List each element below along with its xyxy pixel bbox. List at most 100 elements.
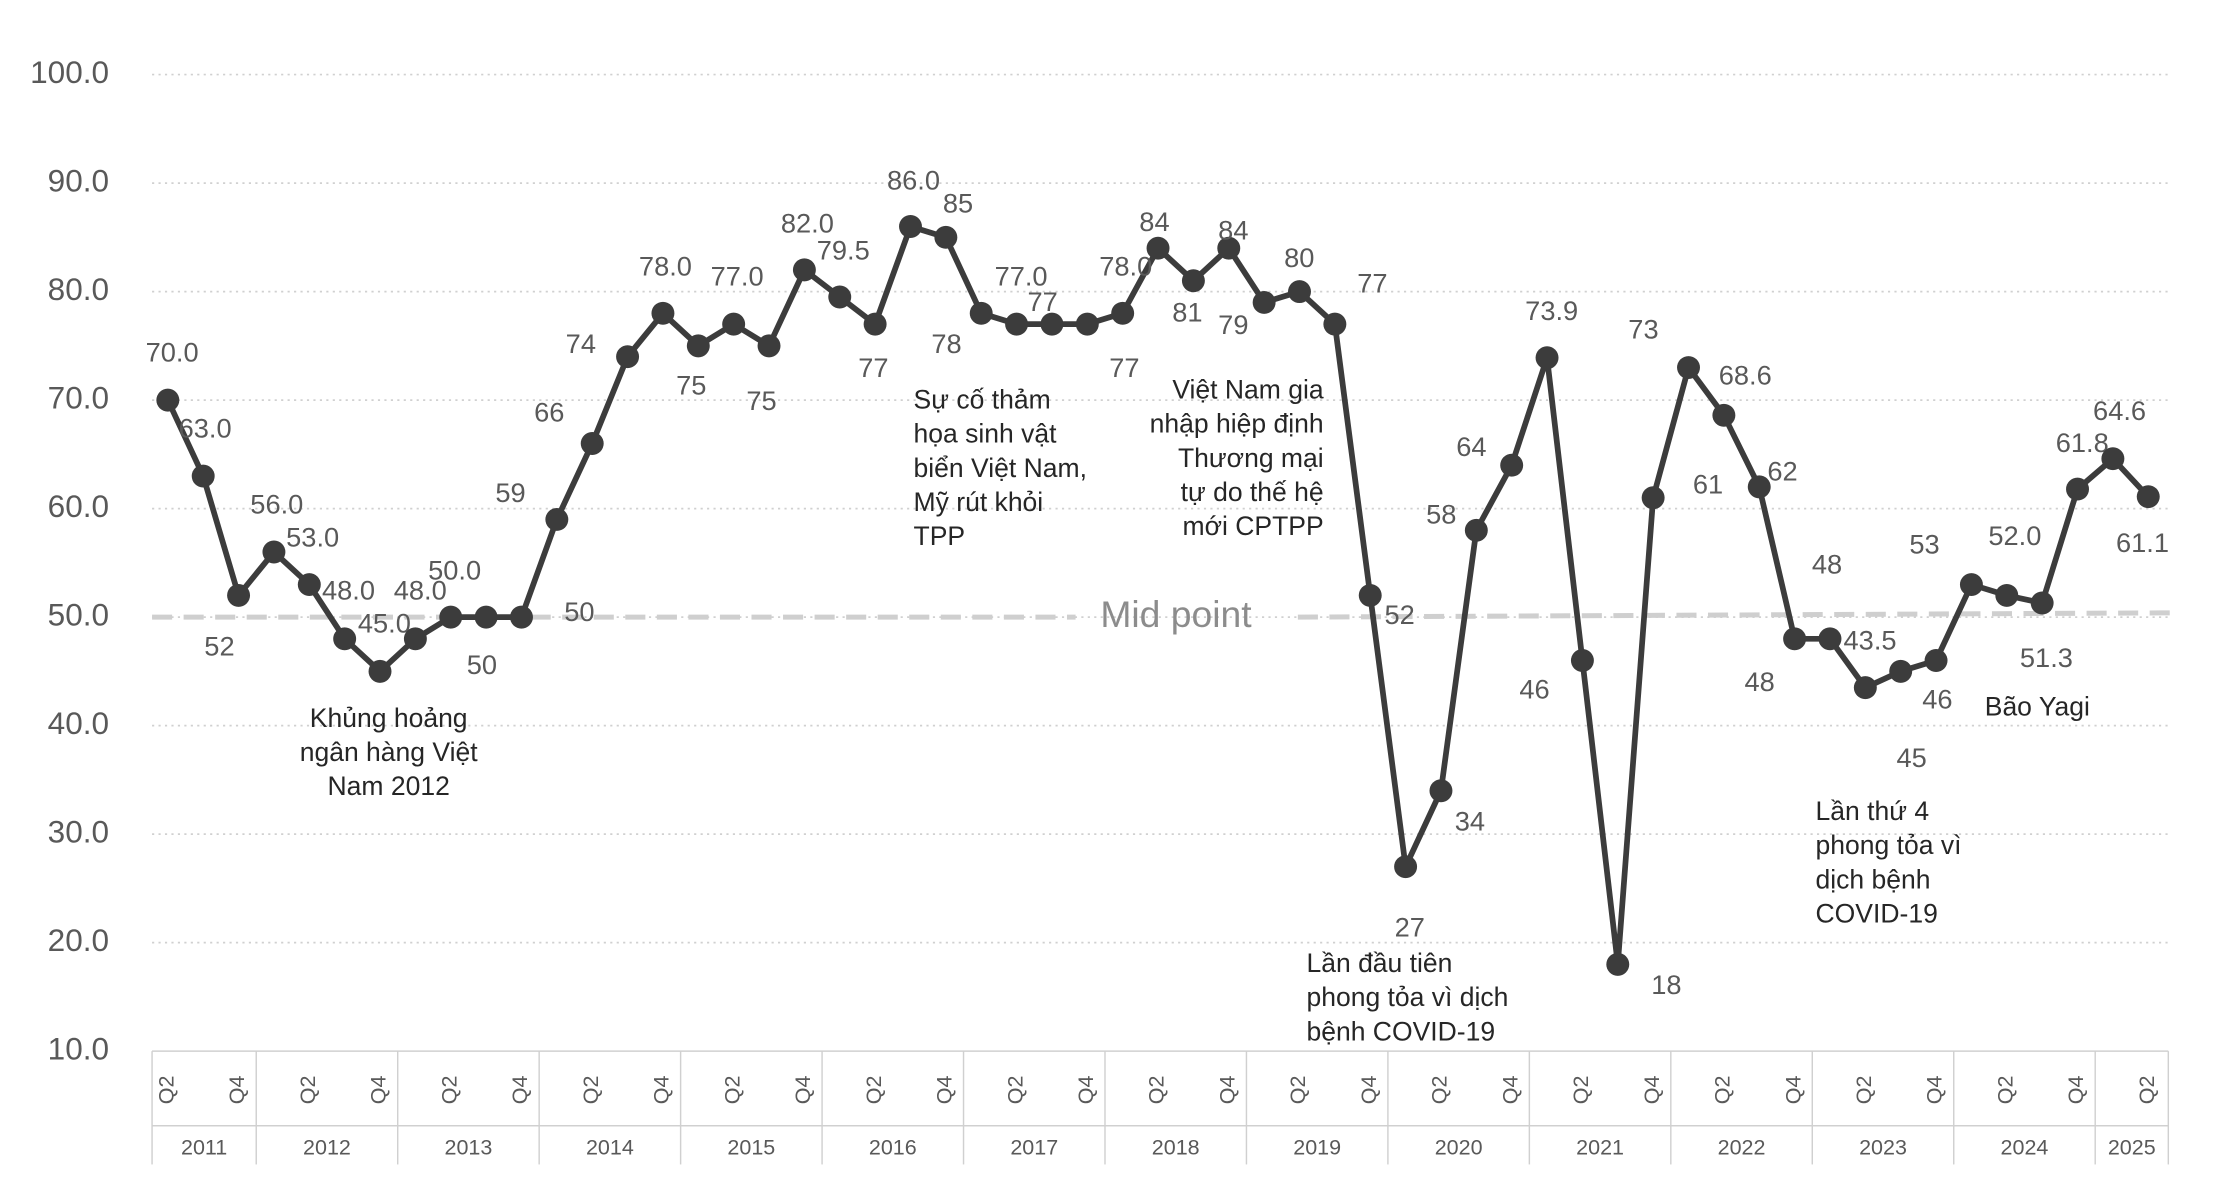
point xyxy=(403,627,427,651)
data-label: 50 xyxy=(564,596,594,627)
x-tick-label: Q4 xyxy=(650,1075,674,1104)
year-label: 2021 xyxy=(1576,1135,1624,1159)
point xyxy=(2030,591,2054,615)
x-tick-label: Q4 xyxy=(1215,1075,1239,1104)
annotation: COVID-19 xyxy=(1816,898,1938,928)
point xyxy=(792,258,816,282)
data-label: 43.5 xyxy=(1844,625,1897,656)
data-label: 78.0 xyxy=(639,250,692,281)
x-tick-label: Q4 xyxy=(1923,1075,1947,1104)
point xyxy=(1677,356,1700,380)
data-label: 84 xyxy=(1218,215,1248,246)
data-label: 34 xyxy=(1455,805,1485,836)
data-label: 73.9 xyxy=(1525,295,1578,326)
point xyxy=(1111,301,1135,325)
data-label: 61.1 xyxy=(2116,527,2169,558)
data-label: 52 xyxy=(1385,599,1415,630)
point xyxy=(2101,447,2125,471)
x-tick-label: Q4 xyxy=(508,1075,532,1104)
year-label: 2020 xyxy=(1435,1135,1483,1159)
point xyxy=(439,605,463,629)
annotation: Lần thứ 4 xyxy=(1816,796,1930,826)
x-tick-label: Q4 xyxy=(2064,1075,2088,1104)
y-tick-label: 70.0 xyxy=(48,379,109,415)
year-label: 2019 xyxy=(1293,1135,1341,1159)
annotation: Lần đầu tiên xyxy=(1306,948,1452,978)
data-label: 18 xyxy=(1651,969,1681,1000)
x-tick-label: Q2 xyxy=(2135,1076,2159,1105)
annotation: Nam 2012 xyxy=(328,771,450,801)
point xyxy=(1818,627,1842,651)
data-label: 53 xyxy=(1909,529,1939,560)
data-label: 66 xyxy=(534,397,564,428)
data-label: 85 xyxy=(943,187,973,218)
data-label: 53.0 xyxy=(286,521,339,552)
x-tick-label: Q2 xyxy=(862,1076,886,1105)
data-label: 75 xyxy=(746,385,776,416)
y-tick-label: 100.0 xyxy=(30,54,109,90)
point xyxy=(1500,453,1524,477)
data-label: 84 xyxy=(1139,206,1169,237)
point xyxy=(969,301,993,325)
annotation: Thương mại xyxy=(1178,443,1324,473)
x-tick-label: Q2 xyxy=(155,1076,179,1105)
mid-line xyxy=(1297,610,2177,620)
data-label: 82.0 xyxy=(781,207,834,238)
point xyxy=(1181,269,1205,293)
data-label: 79 xyxy=(1218,309,1248,340)
point xyxy=(2136,485,2160,509)
year-label: 2016 xyxy=(869,1135,917,1159)
data-label: 48 xyxy=(1744,666,1774,697)
point xyxy=(2066,477,2089,501)
point xyxy=(863,312,887,336)
point xyxy=(1959,573,1983,597)
year-label: 2024 xyxy=(2001,1135,2049,1159)
data-label: 51.3 xyxy=(2020,642,2073,673)
point xyxy=(1535,346,1559,370)
data-label: 61.8 xyxy=(2056,427,2109,458)
point xyxy=(545,507,569,531)
x-tick-label: Q2 xyxy=(1003,1076,1027,1105)
point xyxy=(262,540,286,564)
data-label: 61 xyxy=(1693,468,1723,499)
point xyxy=(1853,676,1877,700)
x-tick-label: Q2 xyxy=(1428,1076,1452,1105)
annotation: tự do thế hệ xyxy=(1181,477,1324,507)
data-label: 81 xyxy=(1172,296,1202,327)
annotation: TPP xyxy=(914,521,966,551)
data-label: 48.0 xyxy=(322,574,375,605)
data-label: 46 xyxy=(1922,683,1952,714)
data-label: 80 xyxy=(1284,242,1314,273)
year-label: 2023 xyxy=(1859,1135,1907,1159)
data-label: 52 xyxy=(204,630,234,661)
x-tick-label: Q4 xyxy=(1074,1075,1098,1104)
year-label: 2018 xyxy=(1152,1135,1200,1159)
data-label: 78 xyxy=(931,328,961,359)
data-label: 48 xyxy=(1812,549,1842,580)
data-label: 27 xyxy=(1395,911,1425,942)
point xyxy=(580,432,604,455)
data-label: 79.5 xyxy=(817,235,870,266)
x-tick-label: Q4 xyxy=(1357,1075,1381,1104)
data-label: 64 xyxy=(1456,431,1486,462)
y-tick-label: 30.0 xyxy=(48,813,109,849)
y-tick-label: 40.0 xyxy=(48,705,109,741)
x-tick-label: Q4 xyxy=(791,1075,815,1104)
point xyxy=(651,301,675,325)
year-label: 2017 xyxy=(1010,1135,1058,1159)
point xyxy=(1429,779,1453,803)
mid-label: Mid point xyxy=(1100,593,1252,635)
year-label: 2012 xyxy=(303,1135,351,1159)
point xyxy=(297,573,321,597)
x-tick-label: Q2 xyxy=(1569,1076,1593,1105)
annotation: Việt Nam gia xyxy=(1172,374,1324,404)
x-tick-label: Q4 xyxy=(1498,1075,1522,1104)
point xyxy=(1394,855,1418,879)
point xyxy=(1924,649,1948,672)
point xyxy=(227,583,251,607)
year-label: 2015 xyxy=(727,1135,775,1159)
point xyxy=(510,605,533,629)
data-label: 46 xyxy=(1519,673,1549,704)
y-tick-label: 50.0 xyxy=(48,596,109,632)
